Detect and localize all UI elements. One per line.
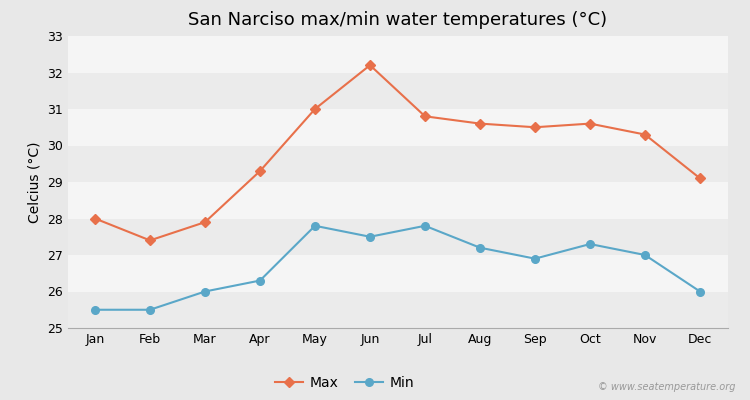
Max	[530, 125, 539, 130]
Max	[586, 121, 595, 126]
Max	[476, 121, 484, 126]
Bar	[68, 292, 728, 328]
Min	[146, 307, 154, 312]
Min	[640, 253, 650, 258]
Max	[200, 220, 209, 224]
Min	[530, 256, 539, 261]
Min	[476, 245, 484, 250]
Max	[146, 238, 154, 243]
Min	[695, 289, 704, 294]
Title: San Narciso max/min water temperatures (°C): San Narciso max/min water temperatures (…	[188, 11, 607, 29]
Bar	[68, 146, 728, 182]
Line: Min: Min	[92, 222, 704, 314]
Min	[200, 289, 209, 294]
Line: Max: Max	[92, 62, 704, 244]
Bar	[68, 72, 728, 109]
Bar	[68, 109, 728, 146]
Max	[695, 176, 704, 181]
Max	[640, 132, 650, 137]
Max	[421, 114, 430, 119]
Bar	[68, 182, 728, 218]
Y-axis label: Celcius (°C): Celcius (°C)	[27, 141, 41, 223]
Max	[310, 106, 320, 111]
Min	[310, 223, 320, 228]
Min	[586, 242, 595, 246]
Min	[91, 307, 100, 312]
Min	[365, 234, 374, 239]
Bar	[68, 36, 728, 72]
Min	[256, 278, 265, 283]
Bar	[68, 255, 728, 292]
Max	[365, 63, 374, 68]
Min	[421, 223, 430, 228]
Legend: Max, Min: Max, Min	[269, 370, 420, 395]
Bar	[68, 218, 728, 255]
Max	[91, 216, 100, 221]
Max	[256, 169, 265, 174]
Text: © www.seatemperature.org: © www.seatemperature.org	[598, 382, 735, 392]
